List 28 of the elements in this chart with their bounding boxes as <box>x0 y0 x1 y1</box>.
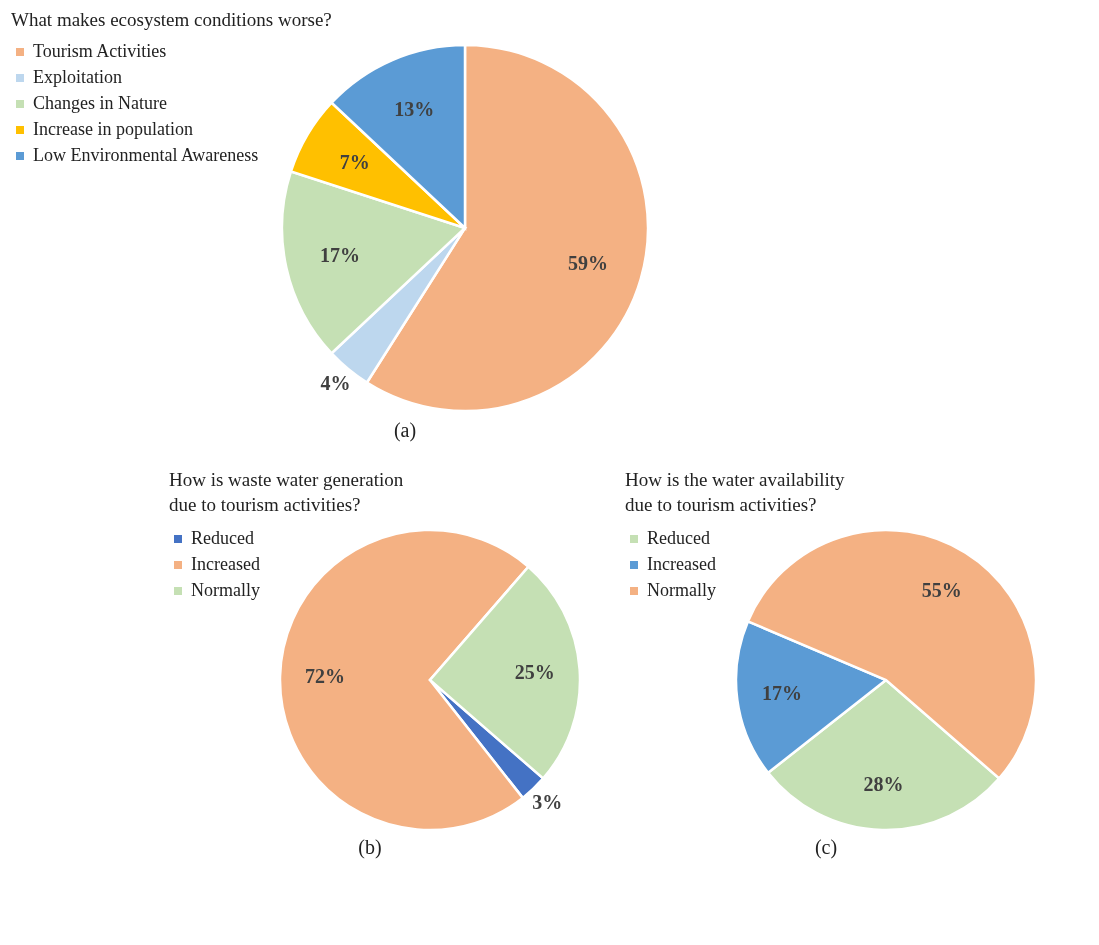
chart-title: How is waste water generation due to tourism activities? <box>169 469 404 515</box>
data-label: 55% <box>921 578 962 601</box>
data-label: 25% <box>514 660 555 683</box>
data-label: 13% <box>394 98 435 121</box>
legend-label: Low Environmental Awareness <box>33 145 259 165</box>
legend-label: Reduced <box>647 528 710 548</box>
legend-label: Normally <box>647 580 716 600</box>
data-label: 4% <box>320 372 351 395</box>
data-label: 3% <box>532 791 563 814</box>
legend-label: Exploitation <box>33 67 122 87</box>
text: (b) <box>358 836 382 859</box>
data-label: 28% <box>863 772 904 795</box>
data-label: 59% <box>568 251 609 274</box>
data-label: 72% <box>305 665 346 688</box>
legend-label: Reduced <box>191 528 254 548</box>
legend-label: Tourism Activities <box>33 41 167 61</box>
data-label: 17% <box>319 243 360 266</box>
legend-label: Increased <box>647 554 716 574</box>
text: (c) <box>814 836 838 859</box>
legend-label: Changes in Nature <box>33 93 167 113</box>
legend-label: Normally <box>191 580 260 600</box>
data-label: 17% <box>761 681 802 704</box>
chart-title: How is the water availability due to tourism activities? <box>625 469 845 515</box>
chart-title: What makes ecosystem conditions worse? <box>11 9 332 30</box>
text: (a) <box>393 419 417 442</box>
legend-label: Increase in population <box>33 119 193 139</box>
data-label: 7% <box>339 150 370 173</box>
legend-label: Increased <box>191 554 260 574</box>
